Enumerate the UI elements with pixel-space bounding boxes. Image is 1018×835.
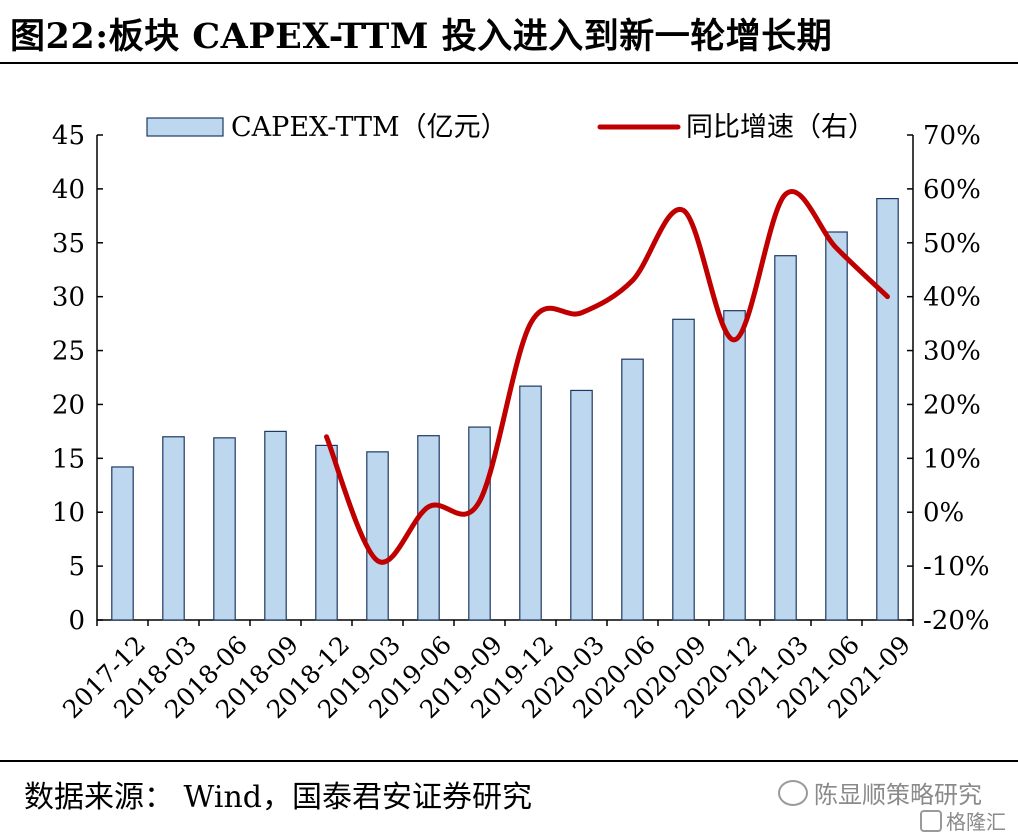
bar-2020-06 xyxy=(621,358,644,621)
right-tick-label: -10% xyxy=(923,552,990,582)
right-tick-label: 30% xyxy=(923,337,981,367)
left-tick-label: 40 xyxy=(52,175,85,205)
legend-bar-swatch xyxy=(146,117,224,137)
right-tick-label: 0% xyxy=(923,498,964,528)
title-divider xyxy=(0,62,1018,64)
source-note: 数据来源： Wind，国泰君安证券研究 xyxy=(24,780,532,815)
right-tick-label: -20% xyxy=(923,606,990,636)
footer-divider xyxy=(0,760,1018,762)
left-tick-label: 0 xyxy=(68,606,85,636)
bar-2019-03 xyxy=(366,451,389,621)
bar-2020-09 xyxy=(672,318,695,621)
bar-2018-03 xyxy=(162,436,185,621)
left-tick-label: 35 xyxy=(52,229,85,259)
bar-2020-12 xyxy=(723,310,746,621)
bar-2019-06 xyxy=(417,435,440,621)
left-tick-label: 30 xyxy=(52,283,85,313)
growth-rate-line xyxy=(324,189,890,565)
bar-2018-12 xyxy=(315,444,338,621)
watermark: 陈显顺策略研究 xyxy=(778,775,982,810)
bar-2018-09 xyxy=(264,430,287,621)
chart: 0 5 10 15 20 25 30 35 40 45 -20% -10% 0% 10% 20% 30% 40%… xyxy=(52,112,990,724)
left-tick-label: 20 xyxy=(52,390,85,420)
legend-bar-label: CAPEX-TTM（亿元） xyxy=(231,112,508,143)
bar-2021-09 xyxy=(876,197,899,621)
left-tick-label: 25 xyxy=(52,337,85,367)
left-tick-label: 15 xyxy=(52,444,85,474)
right-tick-label: 50% xyxy=(923,229,981,259)
bar-2018-06 xyxy=(213,437,236,621)
bar-2021-06 xyxy=(825,231,848,621)
bar-2020-03 xyxy=(570,389,593,621)
watermark-text: 陈显顺策略研究 xyxy=(814,781,982,809)
right-tick-label: 10% xyxy=(923,444,981,474)
bar-2019-09 xyxy=(468,426,491,621)
right-tick-label: 40% xyxy=(923,283,981,313)
bar-2021-03 xyxy=(774,255,797,621)
wechat-icon xyxy=(778,780,808,806)
brand-logo: 格隆汇 xyxy=(920,806,1006,835)
chart-title: 图22:板块 CAPEX-TTM 投入进入到新一轮增长期 xyxy=(10,16,833,57)
bar-2017-12 xyxy=(111,466,134,621)
left-tick-label: 45 xyxy=(52,121,85,151)
left-tick-label: 5 xyxy=(68,552,85,582)
bar-2019-12 xyxy=(519,385,542,621)
right-tick-label: 60% xyxy=(923,175,981,205)
legend-line-label: 同比增速（右） xyxy=(686,112,875,143)
right-tick-label: 20% xyxy=(923,390,981,420)
left-tick-label: 10 xyxy=(52,498,85,528)
brand-g-icon xyxy=(920,810,942,832)
brand-text: 格隆汇 xyxy=(946,810,1006,834)
right-tick-label: 70% xyxy=(923,121,981,151)
